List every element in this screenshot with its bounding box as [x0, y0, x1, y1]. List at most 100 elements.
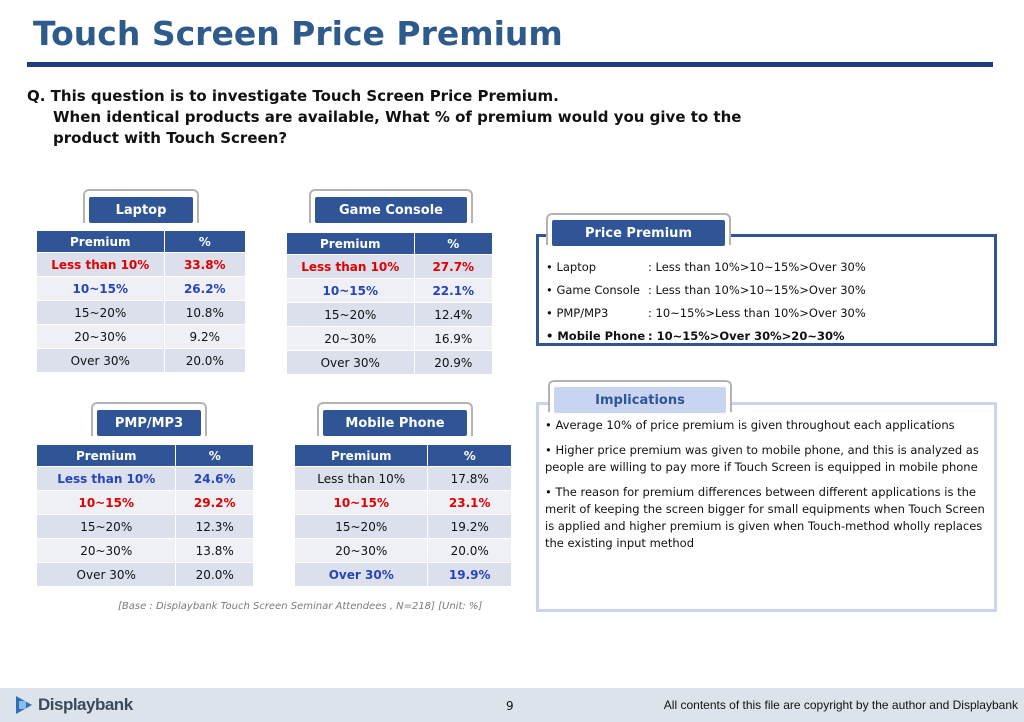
table-row: 10~15% 22.1% [286, 278, 494, 303]
base-note: [Base : Displaybank Touch Screen Seminar… [118, 601, 483, 612]
page-title: Touch Screen Price Premium [33, 14, 563, 53]
list-item-key: • Mobile Phone [546, 329, 646, 343]
column-header-percent: % [413, 232, 494, 255]
table-row: Less than 10% 33.8% [36, 252, 247, 277]
list-item: • Mobile Phone : 10~15%>Over 30%>20~30% [546, 325, 866, 348]
table-row: 20~30% 16.9% [286, 326, 494, 351]
percent-cell: 26.2% [163, 276, 247, 301]
table-row: 15~20% 12.3% [35, 514, 254, 539]
premium-cell: 10~15% [36, 276, 165, 301]
column-header-premium: Premium [286, 232, 415, 255]
price-premium-list: • Laptop : Less than 10%>10~15%>Over 30%… [546, 256, 866, 348]
percent-cell: 10.8% [163, 300, 247, 325]
percent-cell: 19.2% [427, 514, 512, 539]
question-line-1: Q. This question is to investigate Touch… [27, 87, 559, 105]
column-header-percent: % [427, 444, 512, 467]
game-console-tab-label: Game Console [315, 197, 467, 223]
list-item: • Game Console : Less than 10%>10~15%>Ov… [546, 279, 866, 302]
premium-cell: Over 30% [36, 348, 165, 373]
table-row: Over 30% 19.9% [293, 562, 512, 587]
list-item-value: : Less than 10%>10~15%>Over 30% [648, 283, 866, 297]
list-item: • Average 10% of price premium is given … [545, 418, 955, 432]
percent-cell: 13.8% [175, 538, 254, 563]
premium-cell: 10~15% [293, 490, 429, 515]
percent-cell: 9.2% [163, 324, 247, 349]
column-header-percent: % [175, 444, 254, 467]
percent-cell: 12.3% [175, 514, 254, 539]
table-header-row: Premium % [286, 232, 494, 255]
table-row: 20~30% 20.0% [293, 538, 512, 563]
premium-cell: Less than 10% [35, 466, 177, 491]
percent-cell: 17.8% [427, 466, 512, 491]
percent-cell: 20.0% [175, 562, 254, 587]
percent-cell: 24.6% [175, 466, 254, 491]
table-row: 10~15% 29.2% [35, 490, 254, 515]
list-item-key: • Laptop [546, 260, 597, 274]
percent-cell: 29.2% [175, 490, 254, 515]
percent-cell: 20.0% [427, 538, 512, 563]
list-item: • Laptop : Less than 10%>10~15%>Over 30% [546, 256, 866, 279]
premium-cell: 15~20% [293, 514, 429, 539]
column-header-premium: Premium [35, 444, 177, 467]
column-header-premium: Premium [36, 230, 165, 253]
list-item: • PMP/MP3 : 10~15%>Less than 10%>Over 30… [546, 302, 866, 325]
implications-list: • Average 10% of price premium is given … [545, 417, 989, 560]
mobile-phone-tab-label: Mobile Phone [323, 410, 467, 436]
table-row: 15~20% 19.2% [293, 514, 512, 539]
table-row: Over 30% 20.9% [286, 350, 494, 375]
premium-cell: 20~30% [36, 324, 165, 349]
table-row: Over 30% 20.0% [36, 348, 247, 373]
premium-cell: 15~20% [35, 514, 177, 539]
percent-cell: 20.0% [163, 348, 247, 373]
table-row: Less than 10% 27.7% [286, 254, 494, 279]
list-item-value: : 10~15%>Over 30%>20~30% [648, 329, 845, 343]
implications-panel [536, 402, 997, 612]
table-header-row: Premium % [293, 444, 512, 467]
game-console-tab-frame: Game Console [309, 189, 473, 223]
percent-cell: 20.9% [413, 350, 494, 375]
implications-tab-frame: Implications [548, 380, 732, 413]
premium-cell: Less than 10% [293, 466, 429, 491]
column-header-percent: % [163, 230, 247, 253]
footer-bar: Displaybank 9 All contents of this file … [0, 688, 1024, 722]
price-premium-tab-frame: Price Premium [546, 213, 731, 246]
percent-cell: 16.9% [413, 326, 494, 351]
page-number: 9 [506, 699, 514, 713]
table-row: Over 30% 20.0% [35, 562, 254, 587]
laptop-table: Premium % Less than 10% 33.8% 10~15% 26.… [36, 230, 247, 373]
premium-cell: 20~30% [293, 538, 429, 563]
list-item: • Higher price premium was given to mobi… [545, 443, 979, 474]
displaybank-logo: Displaybank [16, 695, 133, 715]
premium-cell: 20~30% [286, 326, 415, 351]
pmp-mp3-tab-label: PMP/MP3 [97, 410, 201, 436]
list-item: • The reason for premium differences bet… [545, 485, 985, 550]
mobile-phone-table: Premium % Less than 10% 17.8% 10~15% 23.… [293, 444, 512, 587]
pmp-mp3-table: Premium % Less than 10% 24.6% 10~15% 29.… [35, 444, 254, 587]
premium-cell: 10~15% [35, 490, 177, 515]
premium-cell: Less than 10% [36, 252, 165, 277]
table-row: 15~20% 10.8% [36, 300, 247, 325]
question-line-3: product with Touch Screen? [53, 129, 288, 147]
game-console-table: Premium % Less than 10% 27.7% 10~15% 22.… [286, 232, 494, 375]
column-header-premium: Premium [293, 444, 429, 467]
laptop-tab-label: Laptop [89, 197, 193, 223]
percent-cell: 12.4% [413, 302, 494, 327]
premium-cell: Less than 10% [286, 254, 415, 279]
list-item-value: : Less than 10%>10~15%>Over 30% [648, 260, 866, 274]
copyright-notice: All contents of this file are copyright … [663, 698, 1018, 712]
implications-tab-label: Implications [554, 387, 726, 413]
table-row: Less than 10% 24.6% [35, 466, 254, 491]
title-divider [27, 62, 993, 67]
table-row: 10~15% 26.2% [36, 276, 247, 301]
list-item-key: • PMP/MP3 [546, 306, 609, 320]
table-row: 20~30% 13.8% [35, 538, 254, 563]
premium-cell: Over 30% [286, 350, 415, 375]
premium-cell: 15~20% [36, 300, 165, 325]
premium-cell: Over 30% [293, 562, 429, 587]
premium-cell: 15~20% [286, 302, 415, 327]
percent-cell: 27.7% [413, 254, 494, 279]
list-item-key: • Game Console [546, 283, 640, 297]
percent-cell: 19.9% [427, 562, 512, 587]
question-line-2: When identical products are available, W… [53, 108, 742, 126]
table-row: 20~30% 9.2% [36, 324, 247, 349]
